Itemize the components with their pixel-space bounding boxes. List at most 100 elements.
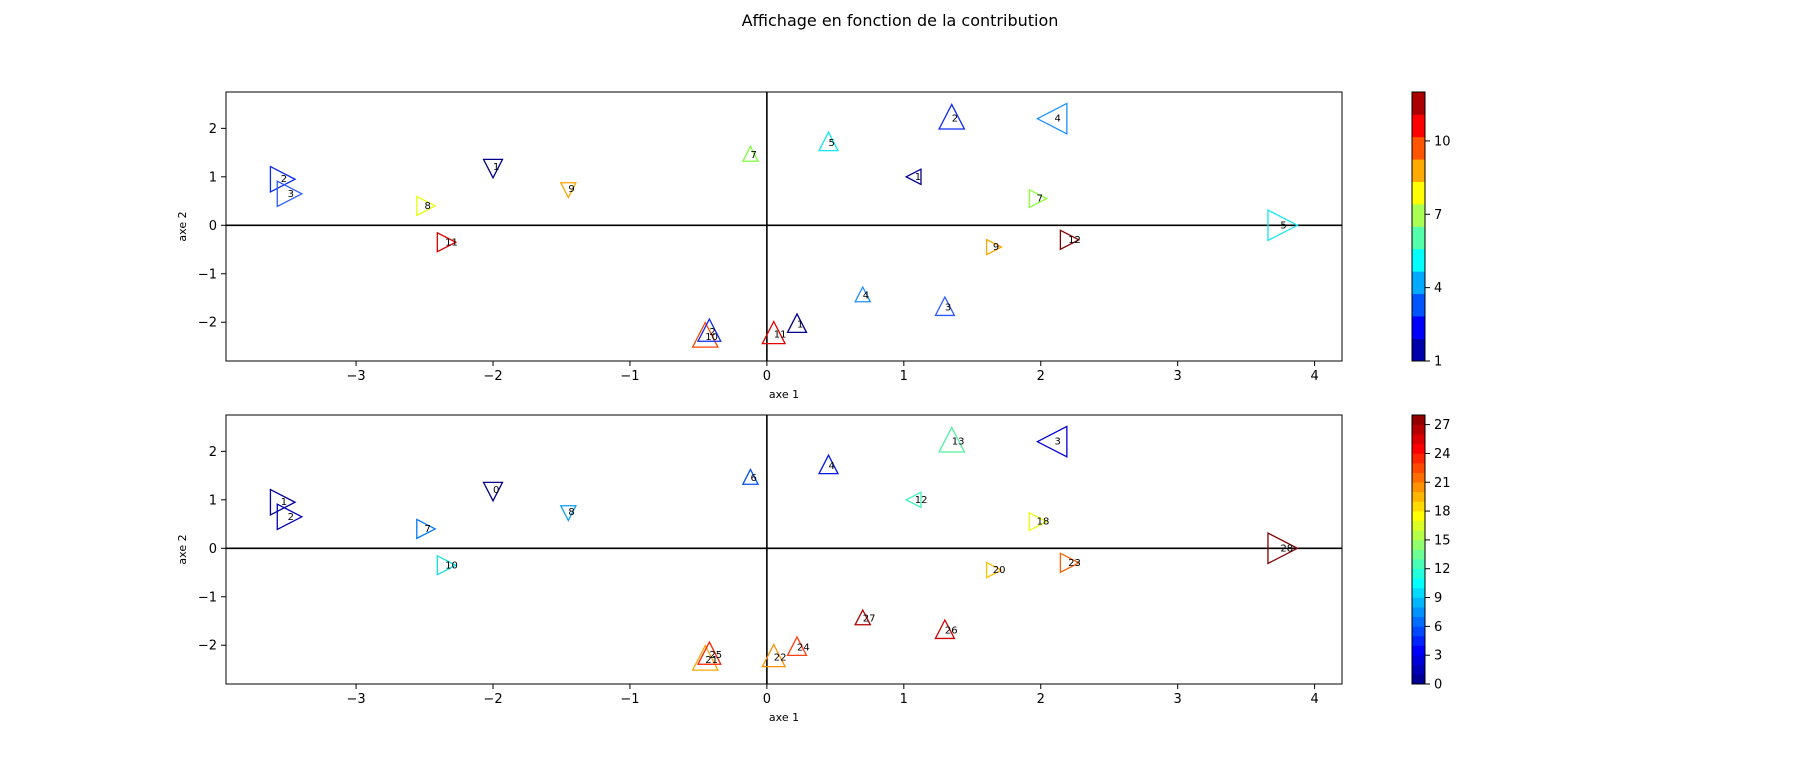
x-tick-label: 3	[1174, 369, 1182, 384]
colorbar-segment	[1412, 645, 1425, 656]
x-tick-label: 0	[763, 692, 771, 707]
colorbar-segment	[1412, 433, 1425, 445]
y-tick-label: 2	[209, 122, 217, 137]
colorbar-segment	[1412, 606, 1425, 618]
data-point-label: 0	[493, 485, 499, 496]
x-tick-label: −3	[346, 692, 365, 707]
data-point-label: 12	[1068, 235, 1081, 246]
data-point-label: 7	[425, 524, 431, 535]
data-point-triangle	[482, 481, 504, 503]
data-point-triangle	[436, 231, 458, 253]
data-point-triangle	[269, 488, 297, 516]
colorbar-segment	[1412, 414, 1425, 425]
colorbar-segment	[1412, 578, 1425, 589]
data-point-triangle	[934, 618, 956, 640]
data-point-label: 4	[863, 291, 869, 302]
data-point-triangle	[761, 643, 787, 668]
colorbar-segment	[1412, 549, 1425, 560]
plot-frame	[225, 91, 1343, 362]
data-point-label: 4	[1054, 114, 1060, 125]
colorbar-tick-label: 3	[1434, 649, 1442, 664]
colorbar-segment	[1412, 481, 1425, 493]
y-tick-label: 1	[209, 170, 217, 185]
data-point-label: 1	[281, 497, 287, 508]
colorbar-tick-label: 1	[1434, 355, 1442, 370]
colorbar-segment	[1412, 472, 1425, 483]
data-point-triangle	[985, 561, 1003, 579]
data-point-triangle	[1028, 511, 1049, 532]
data-point-triangle	[482, 158, 504, 180]
data-point-triangle	[1059, 229, 1081, 251]
data-point-triangle	[741, 468, 760, 485]
colorbar-segment	[1412, 293, 1425, 317]
data-point-triangle	[934, 295, 956, 317]
colorbar-segment	[1412, 654, 1425, 666]
data-point-label: 2	[288, 512, 294, 523]
colorbar-tick-label: 27	[1434, 418, 1451, 433]
colorbar-segment	[1412, 136, 1425, 160]
y-tick-label: 1	[209, 493, 217, 508]
data-point-label: 2	[709, 327, 715, 338]
data-point-triangle	[761, 320, 787, 345]
colorbar-segment	[1412, 520, 1425, 531]
colorbar-segment	[1412, 635, 1425, 646]
x-tick-label: 2	[1037, 692, 1045, 707]
data-point-label: 11	[445, 237, 458, 248]
data-point-triangle	[559, 182, 577, 199]
colorbar-segment	[1412, 203, 1425, 227]
data-point-label: 8	[568, 507, 574, 518]
data-point-triangle	[1267, 532, 1299, 565]
colorbar-segment	[1412, 338, 1425, 362]
data-point-triangle	[741, 145, 760, 162]
data-point-triangle	[904, 491, 922, 509]
data-point-triangle	[904, 168, 922, 186]
y-axis-label: axe 2	[176, 534, 189, 564]
data-point-label: 7	[750, 150, 756, 161]
data-point-triangle	[416, 195, 437, 217]
data-point-label: 26	[945, 626, 958, 637]
data-point-triangle	[276, 503, 304, 531]
colorbar-top: 1 4 7 10	[1411, 91, 1451, 370]
data-point-label: 9	[993, 242, 999, 253]
x-tick-label: 4	[1310, 692, 1318, 707]
x-tick-label: 1	[900, 369, 908, 384]
colorbar-segment	[1412, 558, 1425, 570]
y-tick-label: −1	[198, 267, 217, 282]
data-point-label: 28	[1280, 543, 1293, 554]
y-tick-label: −2	[198, 639, 217, 654]
data-point-label: 2	[952, 114, 958, 125]
x-axis-label: axe 1	[769, 711, 799, 724]
data-point-triangle	[691, 644, 719, 671]
data-point-triangle	[817, 130, 840, 152]
x-tick-label: −1	[620, 692, 639, 707]
y-tick-label: −1	[198, 590, 217, 605]
data-point-label: 10	[445, 560, 458, 571]
data-point-label: 22	[774, 652, 787, 663]
colorbar-segment	[1412, 539, 1425, 550]
y-tick-label: 2	[209, 445, 217, 460]
colorbar-segment	[1412, 443, 1425, 454]
colorbar-segment	[1412, 616, 1425, 627]
data-point-triangle	[786, 312, 808, 334]
colorbar-segment	[1412, 491, 1425, 502]
data-point-label: 20	[993, 565, 1006, 576]
data-point-label: 4	[829, 461, 835, 472]
y-axis-label: axe 2	[176, 211, 189, 241]
x-tick-label: −2	[483, 369, 502, 384]
data-point-triangle	[559, 505, 577, 522]
data-point-triangle	[938, 102, 966, 130]
data-point-triangle	[854, 285, 872, 303]
data-point-triangle	[1035, 425, 1068, 458]
colorbar-segment	[1412, 248, 1425, 272]
data-point-label: 18	[1037, 517, 1050, 528]
colorbar-tick-label: 15	[1434, 533, 1451, 548]
colorbar-tick-label: 21	[1434, 476, 1451, 491]
colorbar-segment	[1412, 529, 1425, 541]
data-point-triangle	[817, 453, 840, 475]
colorbar-tick-label: 24	[1434, 447, 1451, 462]
data-point-triangle	[416, 518, 437, 540]
colorbar-bottom: 0 3 6 9 12 15 18 21 24 27	[1411, 414, 1451, 693]
data-point-label: 27	[863, 614, 876, 625]
colorbar-segment	[1412, 158, 1425, 182]
